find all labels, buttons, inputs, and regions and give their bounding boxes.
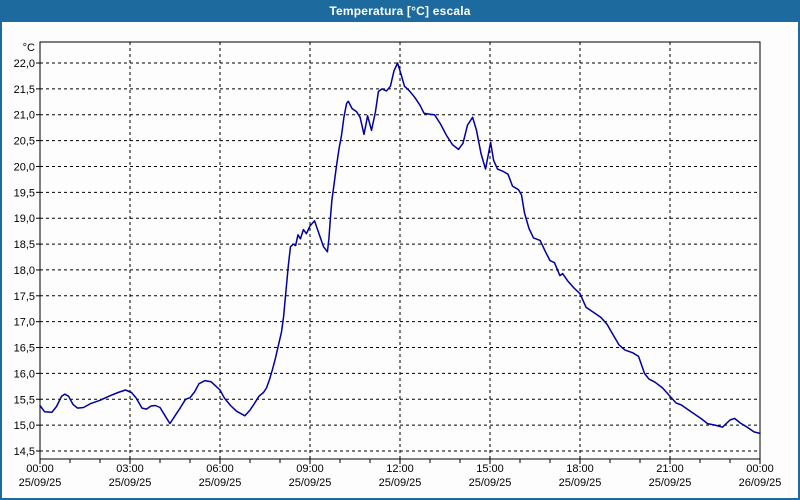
x-axis-time-label: 00:00 (26, 463, 54, 475)
x-axis-time-label: 06:00 (206, 463, 234, 475)
y-axis-tick-label: 19,0 (14, 213, 35, 225)
y-axis-tick-label: 21,0 (14, 110, 35, 122)
y-axis-tick-label: 17,5 (14, 291, 35, 303)
x-axis-time-label: 00:00 (746, 463, 774, 475)
temperature-line-chart: 22,0 21,5 21,0 20,5 20,0 19,5 19,0 18,5 18,0 17,5… (14, 41, 782, 489)
x-axis-time-label: 15:00 (476, 463, 504, 475)
y-axis-tick-label: 22,0 (14, 58, 35, 70)
x-axis-date-label: 25/09/25 (469, 477, 512, 489)
title-bar: Temperatura [°C] escala (0, 0, 800, 22)
y-axis-tick-label: 15,5 (14, 394, 35, 406)
x-axis-date-label: 25/09/25 (289, 477, 332, 489)
y-axis-unit-label: °C (23, 42, 35, 54)
y-axis-tick-label: 18,0 (14, 265, 35, 277)
temperature-series-line (39, 62, 761, 435)
x-axis-time-label: 18:00 (566, 463, 594, 475)
y-axis-tick-label: 20,5 (14, 136, 35, 148)
y-axis-tick-label: 17,0 (14, 317, 35, 329)
x-axis-time-label: 03:00 (116, 463, 144, 475)
y-axis-tick-label: 21,5 (14, 84, 35, 96)
x-axis-date-label: 25/09/25 (109, 477, 152, 489)
x-axis-date-label: 25/09/25 (19, 477, 62, 489)
chart-area: 22,0 21,5 21,0 20,5 20,0 19,5 19,0 18,5 18,0 17,5… (2, 22, 798, 498)
x-axis-time-label: 12:00 (386, 463, 414, 475)
x-axis-date-label: 25/09/25 (559, 477, 602, 489)
x-axis-time-label: 09:00 (296, 463, 324, 475)
y-axis-tick-label: 19,5 (14, 187, 35, 199)
y-axis-tick-label: 20,0 (14, 161, 35, 173)
y-axis-tick-label: 18,5 (14, 239, 35, 251)
x-axis-date-label: 25/09/25 (649, 477, 692, 489)
x-axis-date-label: 25/09/25 (199, 477, 242, 489)
y-axis-tick-label: 16,0 (14, 368, 35, 380)
y-axis-tick-label: 14,5 (14, 446, 35, 458)
x-axis-time-label: 21:00 (656, 463, 684, 475)
y-axis-tick-label: 16,5 (14, 343, 35, 355)
page-title: Temperatura [°C] escala (329, 4, 471, 18)
y-axis-tick-label: 15,0 (14, 420, 35, 432)
x-axis-date-label: 25/09/25 (379, 477, 422, 489)
x-axis-date-label: 26/09/25 (739, 477, 782, 489)
